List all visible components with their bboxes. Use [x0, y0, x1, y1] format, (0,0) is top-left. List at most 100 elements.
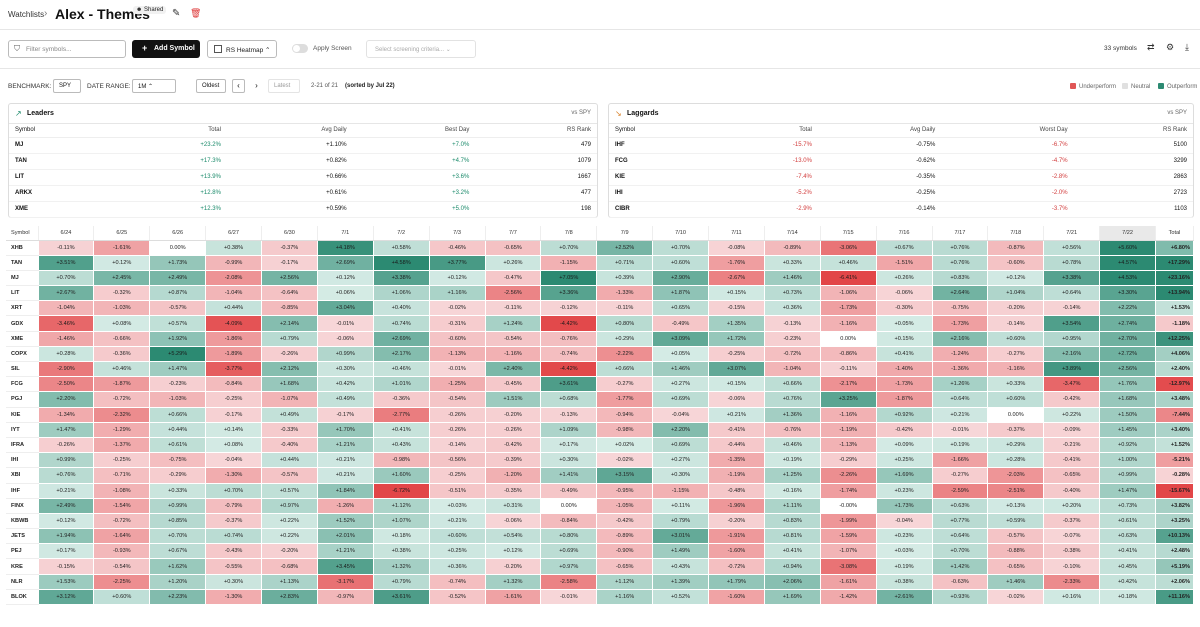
symbol-cell[interactable]: IHF — [6, 483, 39, 499]
column-header[interactable]: RS Rank — [1073, 124, 1193, 138]
table-row[interactable]: ARKX +12.8% +0.61% +3.2% 477 — [9, 185, 597, 202]
symbol-cell[interactable]: FCG — [6, 376, 39, 393]
heatmap-row[interactable]: IFRA -0.26% -1.37% +0.61% +0.08% -0.40% +1.21%… — [6, 437, 1194, 454]
column-header[interactable]: RS Rank — [475, 124, 597, 138]
pencil-icon[interactable]: ✎ — [172, 8, 181, 19]
symbol-cell[interactable]: TAN — [6, 255, 39, 271]
heatmap-row[interactable]: FCG -2.50% -1.87% -0.23% -0.84% +1.68% +0.42% +… — [6, 376, 1194, 393]
date-column-header[interactable]: 6/24 — [38, 226, 95, 241]
heatmap-row[interactable]: MJ +0.70% +2.45% +2.49% -2.08% +2.56% +0.12% +3… — [6, 270, 1194, 287]
symbol-cell[interactable]: IYT — [6, 422, 39, 438]
date-column-header[interactable]: 7/17 — [932, 226, 989, 241]
date-column-header[interactable]: 7/3 — [429, 226, 486, 241]
heatmap-row[interactable]: NLR +1.53% -2.25% +1.20% +0.30% +1.13% -3.17% +… — [6, 574, 1194, 590]
rs-heatmap-select[interactable]: RS Heatmap ⌃ — [207, 40, 277, 58]
column-header[interactable]: Symbol — [609, 124, 716, 138]
symbol-cell[interactable]: XME — [6, 331, 39, 347]
symbol-cell[interactable]: IHF — [609, 137, 716, 154]
date-column-header[interactable]: 6/30 — [261, 226, 318, 241]
symbol-cell[interactable]: CIBR — [609, 201, 716, 218]
date-column-header[interactable]: 7/10 — [652, 226, 709, 241]
column-header[interactable]: Total — [117, 124, 227, 138]
date-column-header[interactable]: 7/9 — [596, 226, 654, 241]
table-row[interactable]: FCG -13.0% -0.62% -4.7% 3299 — [609, 153, 1193, 170]
symbol-cell[interactable]: FCG — [609, 153, 716, 170]
date-column-header[interactable]: 7/14 — [764, 226, 821, 241]
symbol-cell[interactable]: LIT — [6, 285, 39, 302]
date-range-select[interactable]: 1M ⌃ — [132, 79, 176, 93]
column-header[interactable]: Avg Daily — [817, 124, 942, 138]
download-icon[interactable]: ⤓ — [1185, 42, 1189, 52]
symbol-cell[interactable]: XBI — [6, 467, 39, 484]
heatmap-row[interactable]: GDX -3.46% +0.08% +0.57% -4.09% +2.14% -0.01% +… — [6, 315, 1194, 332]
heatmap-row[interactable]: KIE -1.34% -2.32% +0.66% -0.17% +0.49% -0.17% -… — [6, 407, 1194, 423]
date-column-header[interactable]: 7/18 — [987, 226, 1045, 241]
table-row[interactable]: MJ +23.2% +1.10% +7.0% 479 — [9, 137, 597, 154]
swap-icon[interactable]: ⇄ — [1147, 42, 1155, 52]
symbol-cell[interactable]: PEJ — [6, 543, 39, 560]
date-column-header[interactable]: 7/1 — [317, 226, 374, 241]
table-row[interactable]: TAN +17.3% +0.82% +4.7% 1079 — [9, 153, 597, 170]
date-column-header[interactable]: 7/8 — [540, 226, 598, 241]
column-header[interactable]: Avg Daily — [226, 124, 353, 138]
apply-screen-toggle[interactable] — [292, 44, 308, 53]
add-symbol-button[interactable]: + Add Symbol — [132, 40, 200, 58]
latest-button[interactable]: Latest — [268, 79, 300, 93]
date-column-header[interactable]: 7/15 — [820, 226, 877, 241]
heatmap-row[interactable]: COPX +0.28% -0.36% +5.29% -1.89% -0.26% +0.99%… — [6, 346, 1194, 363]
total-column-header[interactable]: Total — [1155, 226, 1194, 241]
symbol-cell[interactable]: KIE — [6, 407, 39, 423]
prev-button[interactable]: ‹ — [232, 79, 245, 93]
symbol-cell[interactable]: XRT — [6, 300, 39, 317]
heatmap-row[interactable]: LIT +2.67% -0.32% +0.87% -1.04% -0.64% +0.06% +… — [6, 285, 1194, 302]
breadcrumb-watchlists[interactable]: Watchlists — [8, 10, 45, 19]
heatmap-row[interactable]: XME -1.46% -0.66% +1.92% -1.86% +0.79% -0.06% +… — [6, 331, 1194, 347]
symbol-cell[interactable]: IFRA — [6, 437, 39, 454]
symbol-column-header[interactable]: Symbol — [6, 226, 39, 241]
symbol-cell[interactable]: PGJ — [6, 391, 39, 408]
heatmap-row[interactable]: XHB -0.11% -1.61% 0.00% +0.38% -0.37% +4.18% +0… — [6, 240, 1194, 256]
table-row[interactable]: IHI -5.2% -0.25% -2.0% 2723 — [609, 185, 1193, 202]
date-column-header[interactable]: 7/11 — [708, 226, 765, 241]
heatmap-row[interactable]: IYT +1.47% -1.29% +0.44% +0.14% -0.33% +1.70% +… — [6, 422, 1194, 438]
symbol-cell[interactable]: FINX — [6, 498, 39, 514]
heatmap-row[interactable]: KBWB +0.12% -0.72% +0.85% -0.37% +0.22% +1.52%… — [6, 513, 1194, 530]
column-header[interactable]: Symbol — [9, 124, 118, 138]
symbol-cell[interactable]: KIE — [609, 169, 716, 186]
heatmap-row[interactable]: SIL -2.90% +0.46% +1.47% -3.77% +2.12% +0.30% +… — [6, 361, 1194, 378]
symbol-cell[interactable]: NLR — [6, 574, 39, 590]
oldest-button[interactable]: Oldest — [196, 79, 226, 93]
heatmap-row[interactable]: PEJ +0.17% -0.93% +0.67% -0.43% -0.20% +1.21% +… — [6, 543, 1194, 560]
table-row[interactable]: CIBR -2.9% -0.14% -3.7% 1103 — [609, 201, 1193, 218]
heatmap-row[interactable]: KRE -0.15% -0.54% +1.62% -0.55% -0.68% +3.45% +… — [6, 558, 1194, 575]
symbol-cell[interactable]: TAN — [9, 153, 118, 170]
table-row[interactable]: KIE -7.4% -0.35% -2.8% 2863 — [609, 169, 1193, 186]
date-column-header[interactable]: 6/25 — [93, 226, 151, 241]
column-header[interactable]: Best Day — [352, 124, 476, 138]
symbol-cell[interactable]: MJ — [9, 137, 118, 154]
symbol-cell[interactable]: JETS — [6, 528, 39, 545]
heatmap-row[interactable]: FINX +2.49% -1.54% +0.99% -0.79% +0.97% -1.26%… — [6, 498, 1194, 514]
heatmap-row[interactable]: XRT -1.04% -1.03% -0.57% +0.44% -0.85% +3.04% +… — [6, 300, 1194, 317]
symbol-cell[interactable]: MJ — [6, 270, 39, 287]
heatmap-row[interactable]: IHI +0.99% -0.25% -0.75% -0.04% +0.44% +0.21% -… — [6, 452, 1194, 469]
heatmap-row[interactable]: XBI +0.76% -0.71% -0.29% -1.30% -0.57% +0.21% +… — [6, 467, 1194, 484]
symbol-cell[interactable]: GDX — [6, 315, 39, 332]
heatmap-row[interactable]: IHF +0.21% -1.08% +0.33% +0.70% +0.57% +1.84% -… — [6, 483, 1194, 499]
table-row[interactable]: XME +12.3% +0.59% +5.0% 198 — [9, 201, 597, 218]
symbol-cell[interactable]: XHB — [6, 240, 39, 256]
symbol-cell[interactable]: BLOK — [6, 589, 39, 606]
benchmark-select[interactable]: SPY — [53, 79, 81, 93]
next-button[interactable]: › — [250, 79, 263, 93]
date-column-header[interactable]: 7/2 — [373, 226, 430, 241]
trash-icon[interactable]: 🗑 — [190, 8, 202, 18]
symbol-cell[interactable]: XME — [9, 201, 118, 218]
symbol-cell[interactable]: IHI — [609, 185, 716, 202]
heatmap-row[interactable]: PGJ +2.20% -0.72% -1.03% -0.25% -1.07% +0.49% -… — [6, 391, 1194, 408]
date-column-header[interactable]: 7/7 — [485, 226, 542, 241]
column-header[interactable]: Worst Day — [941, 124, 1074, 138]
date-column-header[interactable]: 7/16 — [876, 226, 933, 241]
symbol-cell[interactable]: ARKX — [9, 185, 118, 202]
screening-criteria-select[interactable]: Select screening criteria... ⌄ — [366, 40, 476, 58]
heatmap-row[interactable]: JETS +1.94% -1.64% +0.70% +0.74% +0.22% +2.01%… — [6, 528, 1194, 545]
